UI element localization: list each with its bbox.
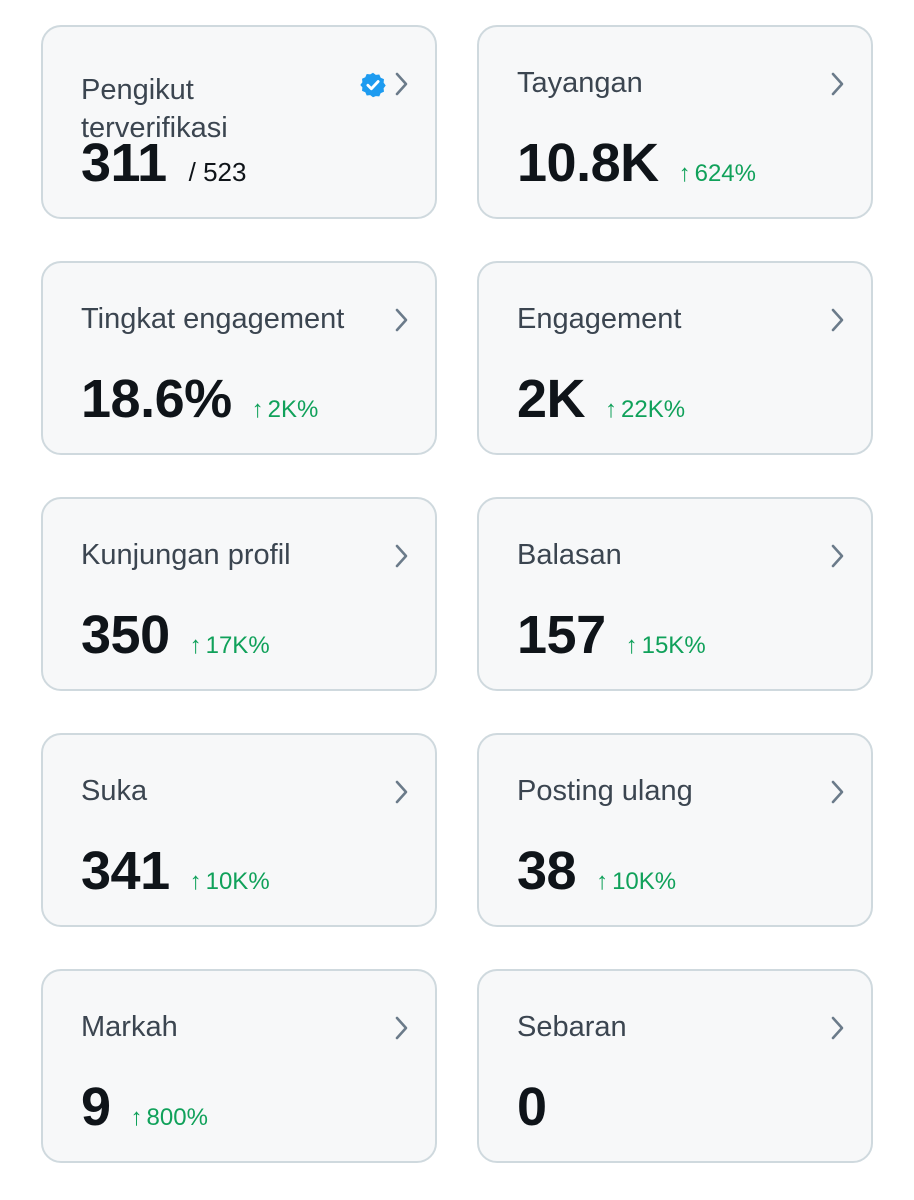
- card-label: Suka: [81, 775, 148, 807]
- metric-value: 10.8K: [517, 133, 659, 193]
- arrow-up-icon: ↑: [596, 868, 609, 895]
- card-shares[interactable]: Sebaran 0: [477, 969, 873, 1163]
- chevron-right-icon: [831, 544, 844, 568]
- metric-delta: ↑ 800%: [130, 1104, 208, 1131]
- card-label: Tayangan: [517, 67, 643, 99]
- card-label: Engagement: [517, 303, 682, 335]
- card-engagement[interactable]: Engagement 2K ↑ 22K%: [477, 261, 873, 455]
- arrow-up-icon: ↑: [678, 160, 691, 187]
- arrow-up-icon: ↑: [189, 632, 202, 659]
- metric-value: 0: [517, 1077, 547, 1137]
- chevron-right-icon: [395, 780, 408, 804]
- arrow-up-icon: ↑: [189, 868, 202, 895]
- verified-badge-icon: [360, 72, 386, 98]
- metric-value: 9: [81, 1077, 111, 1137]
- metric-value: 18.6%: [81, 369, 232, 429]
- arrow-up-icon: ↑: [251, 396, 264, 423]
- chevron-right-icon: [831, 1016, 844, 1040]
- metric-delta: ↑ 22K%: [605, 396, 686, 423]
- metric-delta: ↑ 624%: [678, 160, 756, 187]
- card-label: Tingkat engagement: [81, 303, 345, 335]
- card-replies[interactable]: Balasan 157 ↑ 15K%: [477, 497, 873, 691]
- chevron-right-icon: [395, 1016, 408, 1040]
- metric-delta: ↑ 15K%: [625, 632, 706, 659]
- card-label: Markah: [81, 1011, 178, 1043]
- metric-delta: ↑ 10K%: [189, 868, 270, 895]
- card-impressions[interactable]: Tayangan 10.8K ↑ 624%: [477, 25, 873, 219]
- chevron-right-icon: [395, 308, 408, 332]
- card-reposts[interactable]: Posting ulang 38 ↑ 10K%: [477, 733, 873, 927]
- card-engagement-rate[interactable]: Tingkat engagement 18.6% ↑ 2K%: [41, 261, 437, 455]
- metric-delta: ↑ 2K%: [251, 396, 319, 423]
- metric-value: 350: [81, 605, 170, 665]
- chevron-right-icon: [831, 308, 844, 332]
- chevron-right-icon: [395, 72, 408, 96]
- metric-value: 311: [81, 133, 167, 193]
- metric-delta: ↑ 10K%: [596, 868, 677, 895]
- chevron-right-icon: [395, 544, 408, 568]
- card-label: Kunjungan profil: [81, 539, 291, 571]
- arrow-up-icon: ↑: [605, 396, 618, 423]
- card-likes[interactable]: Suka 341 ↑ 10K%: [41, 733, 437, 927]
- metric-value: 38: [517, 841, 577, 901]
- metric-value: 2K: [517, 369, 586, 429]
- card-label: Posting ulang: [517, 775, 693, 807]
- chevron-right-icon: [831, 780, 844, 804]
- arrow-up-icon: ↑: [625, 632, 638, 659]
- card-label: Sebaran: [517, 1011, 627, 1043]
- metric-value: 341: [81, 841, 170, 901]
- arrow-up-icon: ↑: [130, 1104, 143, 1131]
- metric-total: / 523: [188, 157, 247, 187]
- card-profile-visits[interactable]: Kunjungan profil 350 ↑ 17K%: [41, 497, 437, 691]
- chevron-right-icon: [831, 72, 844, 96]
- metric-value: 157: [517, 605, 606, 665]
- card-label: Pengikut terverifikasi: [81, 74, 228, 144]
- metric-delta: ↑ 17K%: [189, 632, 270, 659]
- card-label: Balasan: [517, 539, 622, 571]
- card-bookmarks[interactable]: Markah 9 ↑ 800%: [41, 969, 437, 1163]
- card-verified-followers[interactable]: Pengikut terverifikasi 311 / 523: [41, 25, 437, 219]
